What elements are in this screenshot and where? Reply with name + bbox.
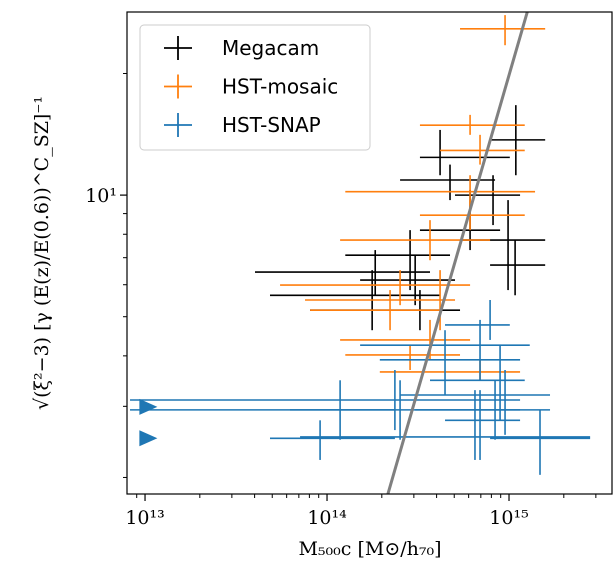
x-tick-label: 10¹⁴ <box>307 507 347 529</box>
y-tick-label: 10¹ <box>85 185 117 207</box>
legend-label: HST-mosaic <box>222 75 338 99</box>
plot-area <box>130 12 591 494</box>
limit-arrow <box>139 398 158 415</box>
limit-arrow <box>139 430 158 447</box>
reference-line <box>386 12 529 494</box>
x-tick-label: 10¹³ <box>125 507 164 529</box>
x-axis-label: M₅₀₀c [M⊙/h₇₀] <box>298 538 441 560</box>
axes-frame <box>126 11 613 495</box>
legend-box <box>139 24 371 151</box>
legend: Megacam HST-mosaic HST-SNAP <box>139 24 371 151</box>
x-tick-label: 10¹⁵ <box>489 507 528 529</box>
y-axis-label: √(ξ²−3) [γ (E(z)/E(0.6))^C_SZ]⁻¹ <box>31 96 53 410</box>
legend-label: HST-SNAP <box>222 113 321 137</box>
legend-label: Megacam <box>222 36 319 60</box>
